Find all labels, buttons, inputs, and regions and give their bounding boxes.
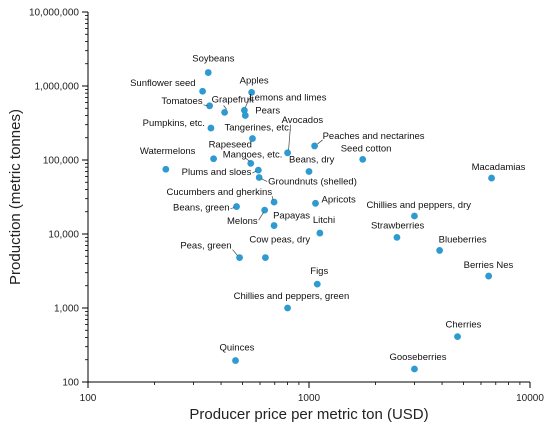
data-point [261, 206, 269, 214]
point-label: Tomatoes [161, 96, 202, 107]
point-label: Cherries [446, 320, 482, 331]
point-label: Macadamias [472, 162, 526, 173]
data-point [313, 280, 321, 288]
point-label: Blueberries [439, 234, 487, 245]
point-label: Plums and sloes [182, 167, 252, 178]
point-label: Gooseberries [389, 352, 446, 363]
point-label: Grapefruit [212, 94, 255, 105]
data-point [284, 304, 291, 312]
point-label: Litchi [313, 215, 335, 226]
x-tick-label: 100 [80, 393, 97, 404]
point-label: Figs [310, 266, 328, 277]
label-leader-line [317, 139, 323, 145]
data-point [485, 272, 493, 280]
label-leader-line [230, 207, 235, 209]
label-leader-line [245, 98, 250, 108]
label-leader-line [203, 104, 208, 107]
point-label: Lemons and limes [249, 92, 326, 103]
y-tick-label: 100 [62, 378, 79, 389]
point-labels: Soybeans Sunflower seed Apples Tomatoes Grap… [130, 54, 526, 363]
data-point [204, 69, 212, 76]
data-point [248, 88, 256, 96]
y-tick-label: 10,000,000 [29, 8, 79, 19]
data-point [488, 174, 495, 182]
data-point [210, 155, 217, 163]
data-point [199, 87, 206, 95]
data-point [247, 159, 255, 167]
data-point [270, 198, 278, 206]
label-leader-line [223, 105, 227, 110]
data-point [233, 203, 240, 210]
data-point [262, 254, 269, 261]
point-label: Groundnuts (shelled) [268, 177, 357, 188]
point-label: Apricots [321, 194, 356, 205]
point-label: Cow peas, dry [249, 235, 310, 246]
point-label: Peaches and nectarines [323, 131, 425, 142]
data-point [270, 222, 278, 229]
y-tick-label: 1,000,000 [35, 82, 80, 93]
data-point [454, 333, 461, 341]
data-point [284, 149, 291, 157]
label-leader-line [245, 158, 250, 162]
x-tick-label: 1000 [298, 393, 321, 404]
point-label: Chillies and peppers, dry [366, 200, 471, 211]
data-points [162, 69, 495, 373]
point-label: Papayas [273, 211, 310, 222]
data-point [411, 365, 418, 373]
data-point [436, 247, 444, 254]
point-label: Rapeseed [209, 140, 252, 151]
data-point [241, 112, 249, 119]
data-point [311, 142, 318, 150]
label-leader-line [271, 195, 274, 201]
label-leader-line [252, 170, 257, 174]
y-axis-title: Production (metric tonnes) [7, 109, 24, 285]
data-point [206, 102, 214, 110]
point-label: Pears [255, 105, 280, 116]
data-point [207, 124, 215, 132]
x-tick-label: 10000 [516, 393, 544, 404]
point-label: Strawberries [371, 220, 425, 231]
label-leader-line [232, 249, 238, 256]
point-label: Sunflower seed [130, 78, 195, 89]
point-label: Seed cotton [341, 143, 392, 154]
axes: 100 1,000 10,000 100,000 1,000,000 10,000,000… [29, 8, 544, 405]
point-label: Berries Nes [464, 260, 514, 271]
data-point [255, 174, 263, 181]
point-label: Soybeans [192, 54, 235, 65]
data-point [393, 233, 401, 241]
point-label: Chillies and peppers, green [234, 291, 350, 302]
data-point [359, 155, 367, 163]
point-label: Beans, dry [289, 154, 335, 165]
y-tick-label: 100,000 [43, 156, 80, 167]
y-tick-label: 10,000 [48, 230, 79, 241]
data-point [162, 165, 170, 173]
data-point [236, 254, 243, 261]
point-label: Pumpkins, etc. [143, 118, 205, 129]
data-point [316, 229, 324, 237]
label-leader-line [288, 124, 291, 150]
x-axis-title: Producer price per metric ton (USD) [189, 406, 428, 423]
data-point [312, 199, 319, 207]
data-point [254, 166, 262, 174]
label-leader-line [258, 211, 264, 221]
point-label: Beans, green [173, 203, 230, 214]
data-point [240, 106, 248, 114]
point-label: Peas, green [180, 241, 231, 252]
data-point [249, 135, 256, 142]
point-label: Quinces [220, 343, 255, 354]
point-label: Apples [240, 75, 269, 86]
point-label: Watermelons [140, 146, 196, 157]
point-label: Tangerines, etc. [224, 123, 291, 134]
point-label: Melons [227, 216, 258, 227]
point-label: Avocados [282, 115, 324, 126]
y-tick-label: 1,000 [54, 304, 79, 315]
data-point [411, 212, 418, 220]
data-point [305, 168, 313, 175]
data-point [221, 108, 228, 116]
data-point [232, 357, 239, 364]
label-leader-line [261, 178, 268, 182]
point-label: Mangoes, etc. [223, 149, 283, 160]
point-label: Cucumbers and gherkins [166, 187, 272, 198]
